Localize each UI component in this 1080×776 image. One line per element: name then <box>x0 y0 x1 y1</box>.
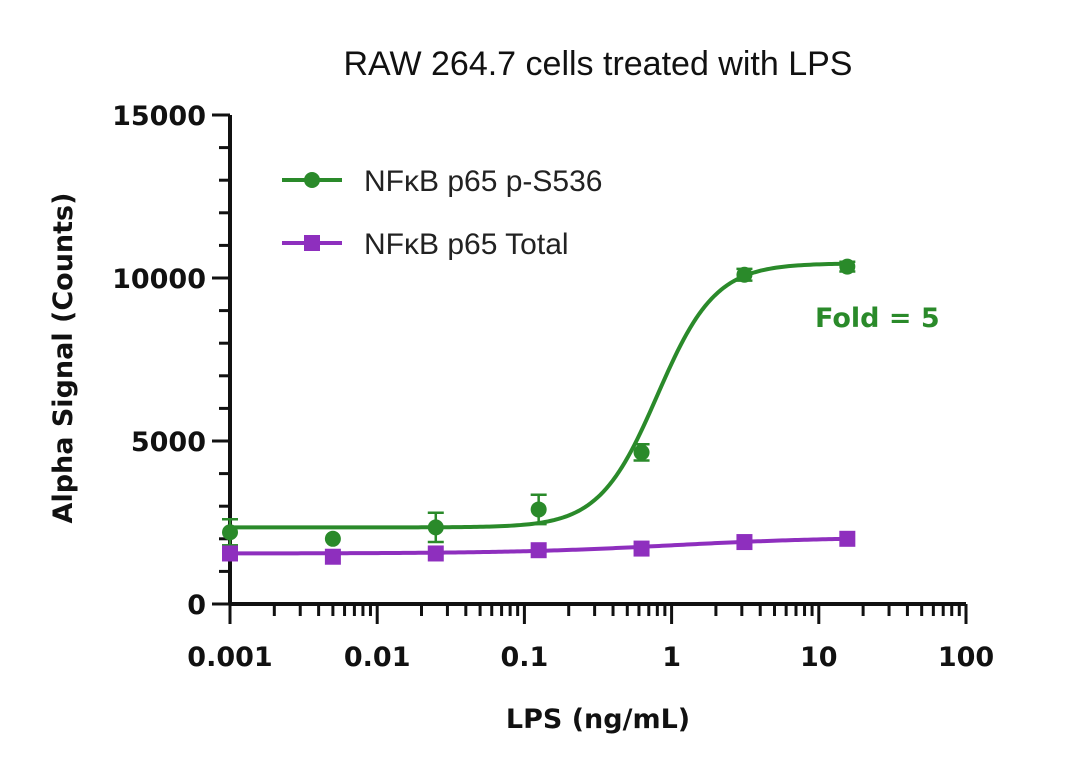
x-tick-label: 0.01 <box>344 642 411 673</box>
x-tick-label: 0.001 <box>187 642 272 673</box>
data-points <box>222 258 856 565</box>
data-point-series-2 <box>222 545 238 562</box>
legend-label-series-2: NFκB p65 Total <box>364 228 569 261</box>
x-tick-label: 10 <box>800 642 838 673</box>
x-axis-label: LPS (ng/mL) <box>506 704 690 735</box>
chart-title: RAW 264.7 cells treated with LPS <box>344 45 853 83</box>
data-point-series-2 <box>324 548 341 565</box>
data-point-series-1 <box>839 258 856 275</box>
y-axis-label: Alpha Signal (Counts) <box>48 193 79 524</box>
y-tick-label: 5000 <box>131 427 206 458</box>
data-point-series-1 <box>736 266 753 283</box>
fit-line-series-1 <box>230 261 848 530</box>
axes: 0 5000 10000 15000 0.001 0.01 0.1 1 10 100 <box>112 101 994 673</box>
fold-annotation: Fold = 5 <box>815 303 940 334</box>
legend-marker-series-2 <box>304 235 320 251</box>
y-tick-label: 0 <box>187 590 206 621</box>
y-tick-label: 10000 <box>112 264 206 295</box>
data-point-series-2 <box>427 545 444 562</box>
data-point-series-2 <box>530 542 547 559</box>
y-tick-label: 15000 <box>112 101 206 132</box>
data-point-series-1 <box>324 530 341 547</box>
legend-label-series-1: NFκB p65 p-S536 <box>364 165 602 198</box>
data-point-series-2 <box>839 530 856 547</box>
data-point-series-1 <box>222 524 238 541</box>
legend: NFκB p65 p-S536 NFκB p65 Total <box>282 165 602 261</box>
data-point-series-2 <box>736 534 753 551</box>
data-point-series-2 <box>633 540 650 557</box>
x-tick-label: 100 <box>938 642 994 673</box>
legend-marker-series-1 <box>304 172 320 188</box>
data-point-series-1 <box>530 501 547 518</box>
data-point-series-1 <box>427 519 444 536</box>
data-point-series-1 <box>633 444 650 461</box>
x-tick-label: 0.1 <box>500 642 548 673</box>
x-tick-label: 1 <box>662 642 681 673</box>
